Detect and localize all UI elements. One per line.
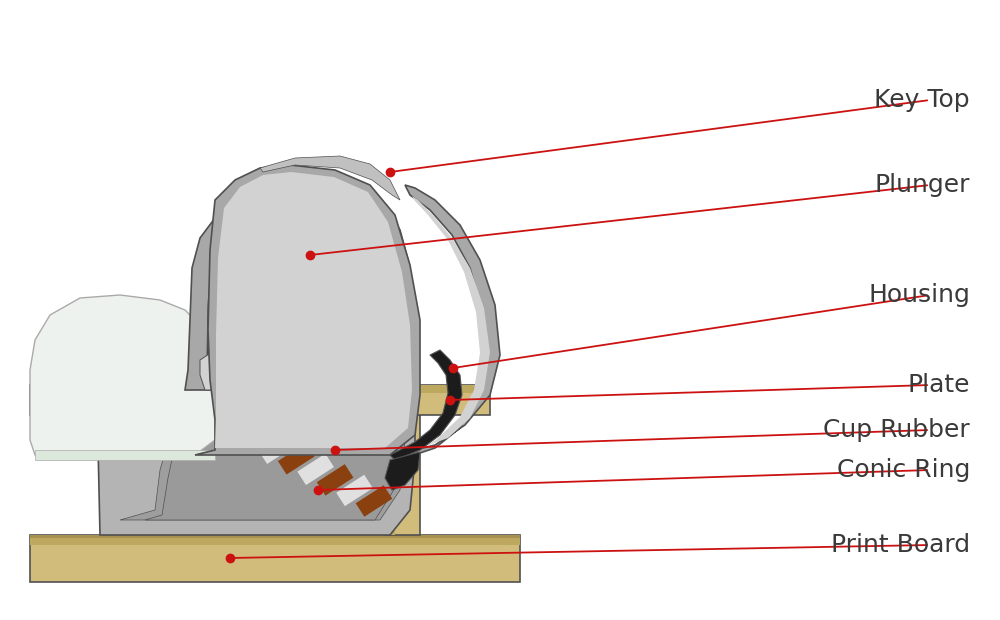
Polygon shape xyxy=(30,385,195,393)
Polygon shape xyxy=(385,385,490,393)
Polygon shape xyxy=(297,454,334,485)
Polygon shape xyxy=(181,390,217,422)
Polygon shape xyxy=(120,405,405,520)
Polygon shape xyxy=(30,295,215,455)
Polygon shape xyxy=(240,340,385,360)
Polygon shape xyxy=(356,485,392,516)
Polygon shape xyxy=(215,172,412,448)
Polygon shape xyxy=(65,350,105,415)
Polygon shape xyxy=(260,156,400,200)
Polygon shape xyxy=(239,422,276,453)
Polygon shape xyxy=(385,415,420,535)
Polygon shape xyxy=(30,385,195,415)
Polygon shape xyxy=(220,412,256,443)
Polygon shape xyxy=(245,342,380,358)
Polygon shape xyxy=(205,205,405,385)
Text: Plunger: Plunger xyxy=(874,173,970,197)
Text: Plate: Plate xyxy=(908,373,970,397)
Polygon shape xyxy=(30,535,520,545)
Polygon shape xyxy=(390,350,462,460)
Polygon shape xyxy=(385,385,490,415)
Text: Key Top: Key Top xyxy=(874,88,970,112)
Polygon shape xyxy=(258,433,295,464)
Polygon shape xyxy=(395,185,500,458)
Polygon shape xyxy=(385,452,420,490)
Polygon shape xyxy=(30,535,520,582)
Text: Housing: Housing xyxy=(868,283,970,307)
Polygon shape xyxy=(145,410,398,520)
Polygon shape xyxy=(412,196,490,452)
Polygon shape xyxy=(65,368,108,373)
Polygon shape xyxy=(200,350,400,390)
Polygon shape xyxy=(278,443,315,474)
Text: Cup Rubber: Cup Rubber xyxy=(823,418,970,442)
Polygon shape xyxy=(195,165,420,455)
Polygon shape xyxy=(185,200,410,390)
Text: Conic Ring: Conic Ring xyxy=(837,458,970,482)
Polygon shape xyxy=(30,535,520,538)
Polygon shape xyxy=(35,450,215,460)
Polygon shape xyxy=(336,475,373,506)
Polygon shape xyxy=(385,415,395,535)
Polygon shape xyxy=(317,464,353,495)
Polygon shape xyxy=(218,207,398,380)
Text: Print Board: Print Board xyxy=(831,533,970,557)
Polygon shape xyxy=(200,401,237,432)
Polygon shape xyxy=(72,310,415,535)
